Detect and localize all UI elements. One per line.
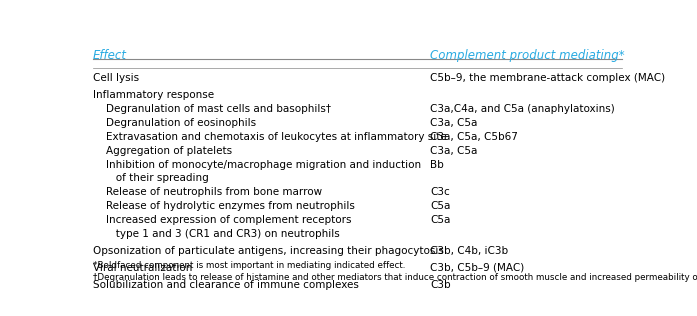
- Text: C3b, C5b–9 (MAC): C3b, C5b–9 (MAC): [430, 263, 524, 273]
- Text: Release of hydrolytic enzymes from neutrophils: Release of hydrolytic enzymes from neutr…: [106, 201, 355, 211]
- Text: Effect: Effect: [93, 49, 127, 62]
- Text: C3a, C5a, C5b67: C3a, C5a, C5b67: [430, 132, 518, 142]
- Text: Degranulation of eosinophils: Degranulation of eosinophils: [106, 118, 256, 128]
- Text: †Degranulation leads to release of histamine and other mediators that induce con: †Degranulation leads to release of hista…: [93, 273, 697, 282]
- Text: type 1 and 3 (CR1 and CR3) on neutrophils: type 1 and 3 (CR1 and CR3) on neutrophil…: [106, 229, 339, 239]
- Text: Opsonization of particulate antigens, increasing their phagocytosis: Opsonization of particulate antigens, in…: [93, 246, 443, 256]
- Text: Viral neutralization: Viral neutralization: [93, 263, 192, 273]
- Text: Inflammatory response: Inflammatory response: [93, 90, 214, 100]
- Text: Increased expression of complement receptors: Increased expression of complement recep…: [106, 215, 351, 225]
- Text: C3a, C5a: C3a, C5a: [430, 118, 477, 128]
- Text: C5a: C5a: [430, 215, 450, 225]
- Text: Solubilization and clearance of immune complexes: Solubilization and clearance of immune c…: [93, 280, 358, 290]
- Text: Complement product mediating*: Complement product mediating*: [430, 49, 625, 62]
- Text: C3a, C5a: C3a, C5a: [430, 146, 477, 156]
- Text: Inhibition of monocyte/macrophage migration and induction: Inhibition of monocyte/macrophage migrat…: [106, 160, 421, 170]
- Text: C3a,C4a, and C5a (anaphylatoxins): C3a,C4a, and C5a (anaphylatoxins): [430, 104, 615, 114]
- Text: C3b, C4b, iC3b: C3b, C4b, iC3b: [430, 246, 508, 256]
- Text: Aggregation of platelets: Aggregation of platelets: [106, 146, 232, 156]
- Text: of their spreading: of their spreading: [106, 173, 209, 184]
- Text: C5b–9, the membrane-attack complex (MAC): C5b–9, the membrane-attack complex (MAC): [430, 73, 665, 83]
- Text: C5a: C5a: [430, 201, 450, 211]
- Text: Degranulation of mast cells and basophils†: Degranulation of mast cells and basophil…: [106, 104, 331, 114]
- Text: C3b: C3b: [430, 280, 451, 290]
- Text: Extravasation and chemotaxis of leukocytes at inflammatory site: Extravasation and chemotaxis of leukocyt…: [106, 132, 447, 142]
- Text: Release of neutrophils from bone marrow: Release of neutrophils from bone marrow: [106, 187, 322, 197]
- Text: C3c: C3c: [430, 187, 450, 197]
- Text: Cell lysis: Cell lysis: [93, 73, 139, 83]
- Text: *Boldfaced component is most important in mediating indicated effect.: *Boldfaced component is most important i…: [93, 261, 405, 270]
- Text: Bb: Bb: [430, 160, 444, 170]
